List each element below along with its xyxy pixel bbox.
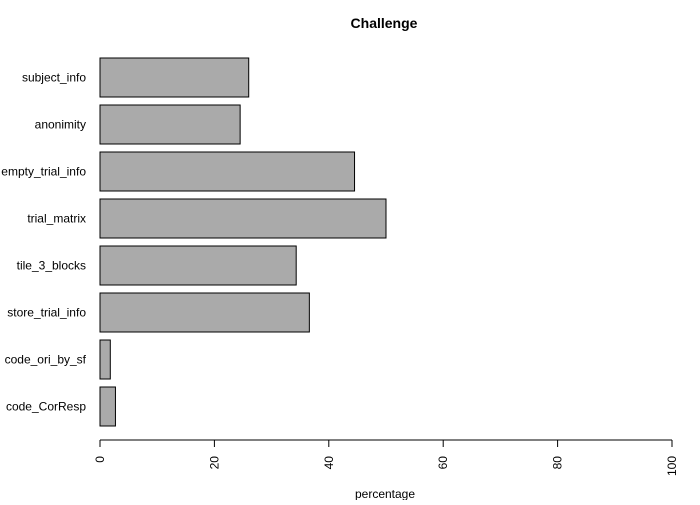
category-labels-group: subject_info anonimity empty_trial_infotri…: [1, 71, 86, 414]
category-label-store_trial_info: store_trial_info: [7, 306, 86, 320]
bar-tile_3_blocks: [99, 245, 297, 286]
x-tick-label-80: 80: [551, 456, 565, 470]
category-label-code_ori_by_sf: code_ori_by_sf: [5, 353, 87, 367]
category-label-tile_3_blocks: tile_3_blocks: [17, 259, 86, 273]
chart-title: Challenge: [351, 15, 418, 31]
bar-code_ori_by_sf: [99, 339, 111, 380]
x-tick-label-100: 100: [665, 456, 679, 476]
category-label-code_CorResp: code_CorResp: [6, 400, 86, 414]
category-label-subject_info: subject_info: [22, 71, 86, 85]
category-label-trial_matrix: trial_matrix: [27, 212, 86, 226]
category-label-empty_trial_info: empty_trial_info: [1, 165, 86, 179]
x-tick-label-60: 60: [436, 456, 450, 470]
x-axis-label: percentage: [355, 487, 415, 500]
bar-anonimity: [99, 104, 241, 145]
bars-group: [99, 57, 387, 427]
bar-empty_trial_info: [99, 151, 356, 192]
category-label-anonimity: anonimity: [35, 118, 86, 132]
bar-code_CorResp: [99, 386, 116, 427]
x-tick-label-40: 40: [322, 456, 336, 470]
x-axis: 0 20 40 60 80 100: [93, 439, 679, 476]
x-tick-label-0: 0: [93, 456, 107, 463]
bar-subject_info: [99, 57, 250, 98]
x-tick-label-20: 20: [207, 456, 221, 470]
bar-store_trial_info: [99, 292, 310, 333]
bar-trial_matrix: [99, 198, 387, 239]
